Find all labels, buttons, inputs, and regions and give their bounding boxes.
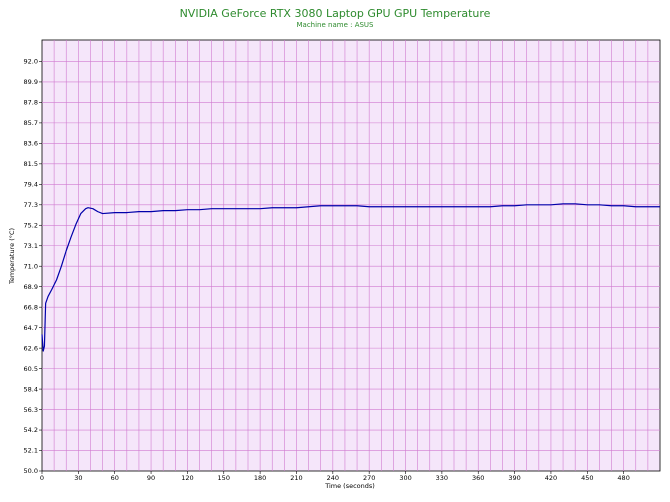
x-tick-label: 270 — [363, 474, 375, 482]
y-tick-label: 68.9 — [24, 283, 38, 291]
y-tick-label: 73.1 — [24, 242, 38, 250]
chart-subtitle: Machine name : ASUS — [297, 21, 375, 29]
y-tick-label: 64.7 — [24, 324, 38, 332]
plot-area — [41, 39, 661, 472]
y-tick-label: 54.2 — [24, 426, 38, 434]
grid-lines — [42, 40, 660, 471]
y-tick-label: 83.6 — [24, 140, 38, 148]
x-tick-label: 60 — [111, 474, 119, 482]
y-tick-label: 66.8 — [24, 303, 38, 311]
x-axis-label: Time (seconds) — [324, 482, 375, 490]
chart-title: NVIDIA GeForce RTX 3080 Laptop GPU GPU T… — [180, 7, 491, 20]
y-tick-label: 58.4 — [24, 385, 38, 393]
y-tick-label: 77.3 — [24, 201, 38, 209]
y-tick-label: 56.3 — [24, 406, 38, 414]
y-tick-label: 60.5 — [24, 365, 38, 373]
y-tick-label: 85.7 — [24, 119, 38, 127]
y-tick-label: 50.0 — [24, 467, 38, 475]
temperature-series-line — [41, 203, 660, 352]
y-tick-label: 52.1 — [24, 447, 38, 455]
x-tick-label: 390 — [508, 474, 520, 482]
x-tick-label: 120 — [181, 474, 193, 482]
y-tick-label: 62.6 — [24, 344, 38, 352]
x-tick-label: 240 — [327, 474, 339, 482]
x-tick-label: 30 — [74, 474, 82, 482]
x-tick-label: 450 — [581, 474, 593, 482]
x-tick-label: 90 — [147, 474, 155, 482]
y-tick-label: 75.2 — [24, 221, 38, 229]
y-tick-label: 92.0 — [24, 58, 38, 66]
x-tick-label: 330 — [436, 474, 448, 482]
x-tick-label: 180 — [254, 474, 266, 482]
x-tick-label: 0 — [40, 474, 44, 482]
y-tick-label: 79.4 — [24, 181, 38, 189]
x-tick-label: 150 — [218, 474, 230, 482]
x-tick-label: 480 — [617, 474, 629, 482]
y-tick-label: 89.9 — [24, 78, 38, 86]
y-tick-label: 87.8 — [24, 99, 38, 107]
x-tick-label: 300 — [399, 474, 411, 482]
y-axis-label: Temperature (°C) — [8, 228, 16, 285]
x-tick-label: 210 — [290, 474, 302, 482]
y-axis-ticks: 50.0 52.1 54.2 56.3 58.4 60.5 62.6 64.7 66.8 68.9… — [24, 58, 42, 475]
x-axis-ticks: 0 30 60 90 120 150 180 210 240 270 300 330 360 390 420… — [40, 471, 630, 482]
x-tick-label: 360 — [472, 474, 484, 482]
y-tick-label: 71.0 — [24, 262, 38, 270]
series-layer — [41, 203, 660, 352]
y-tick-label: 81.5 — [24, 160, 38, 168]
x-tick-label: 420 — [545, 474, 557, 482]
